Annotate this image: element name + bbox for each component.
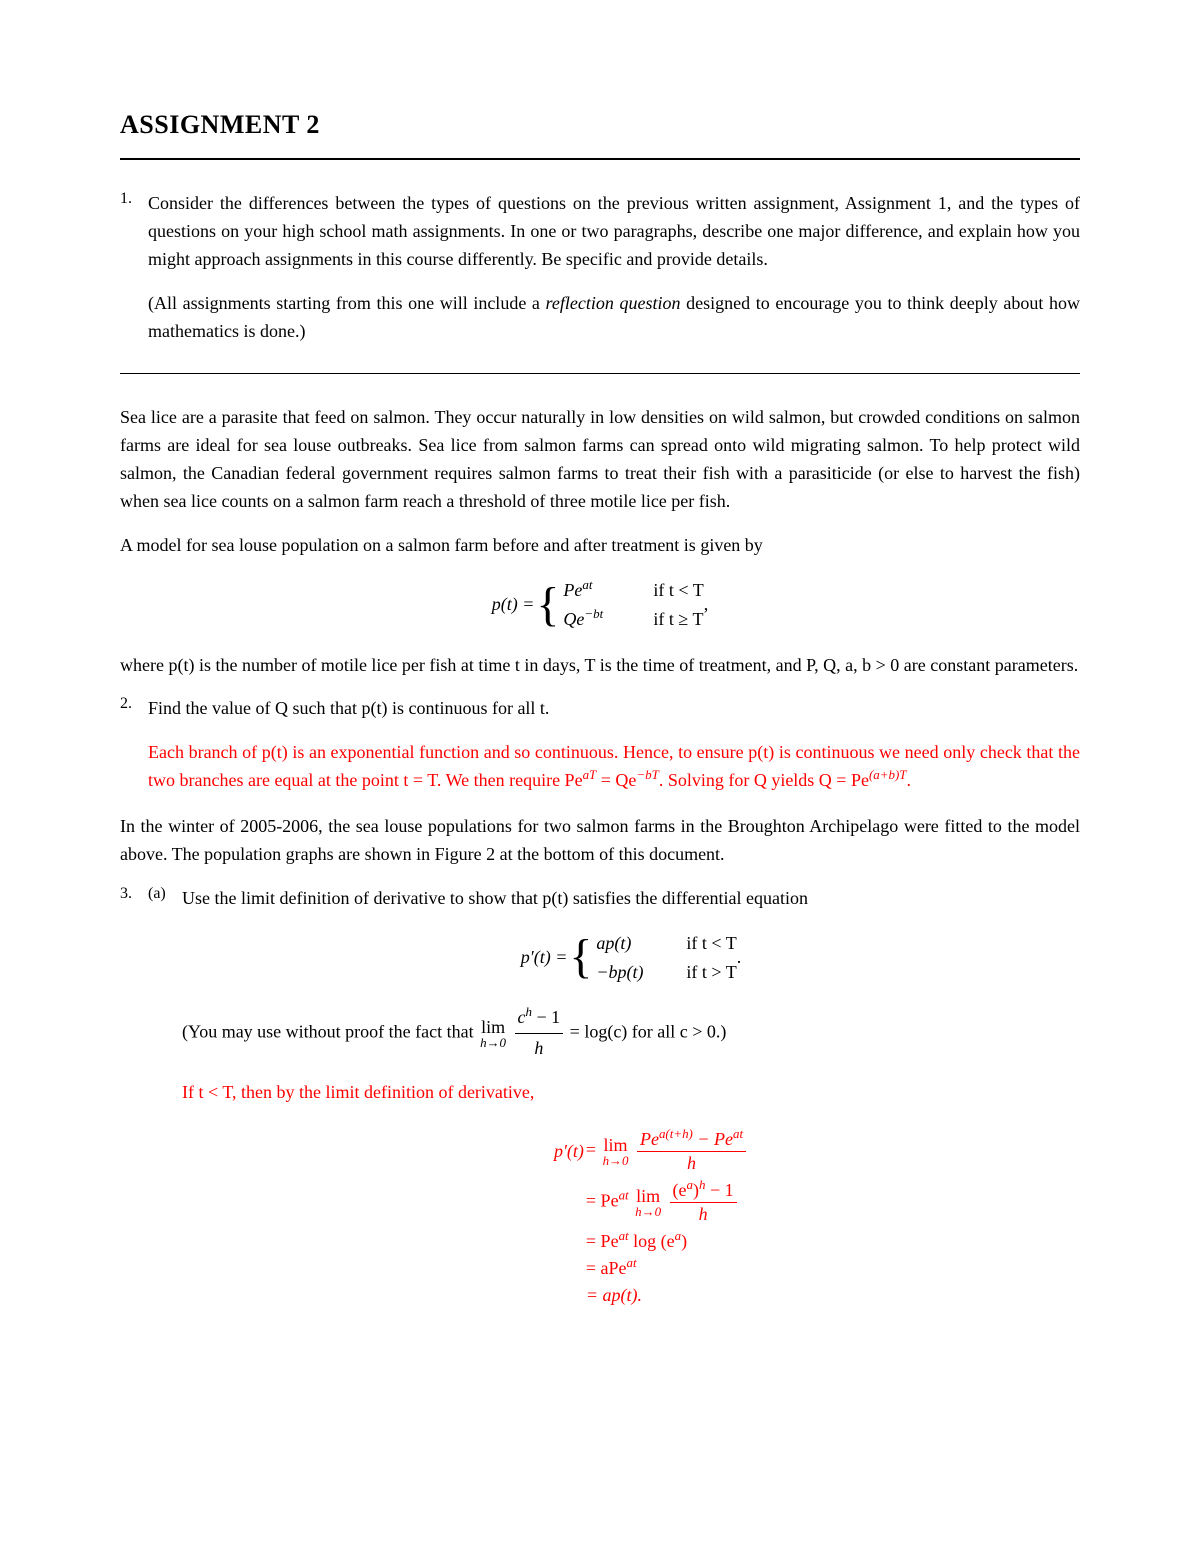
between-para: In the winter of 2005-2006, the sea lous… xyxy=(120,813,1080,869)
model-after: where p(t) is the number of motile lice … xyxy=(120,652,1080,680)
q1-para2: (All assignments starting from this one … xyxy=(148,290,1080,346)
q2-prompt: Find the value of Q such that p(t) is co… xyxy=(148,695,1080,723)
left-brace-icon: { xyxy=(536,586,559,624)
question-list-3: (a) Use the limit definition of derivati… xyxy=(120,885,1080,1330)
q3a-prompt: Use the limit definition of derivative t… xyxy=(182,885,1080,913)
left-brace-icon-2: { xyxy=(569,938,592,976)
q3a-derivation: p′(t) = limh→0 Pea(t+h) − Peath = Peat l… xyxy=(182,1123,1080,1312)
section-rule xyxy=(120,373,1080,374)
q3a-hint: (You may use without proof the fact that… xyxy=(182,1004,1080,1063)
q2-solution: Each branch of p(t) is an exponential fu… xyxy=(148,739,1080,795)
page-title: ASSIGNMENT 2 xyxy=(120,110,1080,140)
question-list: Consider the differences between the typ… xyxy=(120,190,1080,345)
question-list-2: Find the value of Q such that p(t) is co… xyxy=(120,695,1080,795)
title-rule xyxy=(120,158,1080,160)
intro-para2: A model for sea louse population on a sa… xyxy=(120,532,1080,560)
model-equation: p(t) = { Peat if t < T Qe−bt if t ≥ T , xyxy=(120,576,1080,634)
intro-para1: Sea lice are a parasite that feed on sal… xyxy=(120,404,1080,516)
q3a: (a) Use the limit definition of derivati… xyxy=(148,885,1080,1330)
question-2: Find the value of Q such that p(t) is co… xyxy=(120,695,1080,795)
deriv-equation: p′(t) = { ap(t) if t < T −bp(t) if t > T xyxy=(182,929,1080,987)
document-page: ASSIGNMENT 2 Consider the differences be… xyxy=(0,0,1200,1553)
question-3: (a) Use the limit definition of derivati… xyxy=(120,885,1080,1330)
q3a-sol-intro: If t < T, then by the limit definition o… xyxy=(182,1079,1080,1107)
q1-para1: Consider the differences between the typ… xyxy=(148,190,1080,274)
question-1: Consider the differences between the typ… xyxy=(120,190,1080,345)
